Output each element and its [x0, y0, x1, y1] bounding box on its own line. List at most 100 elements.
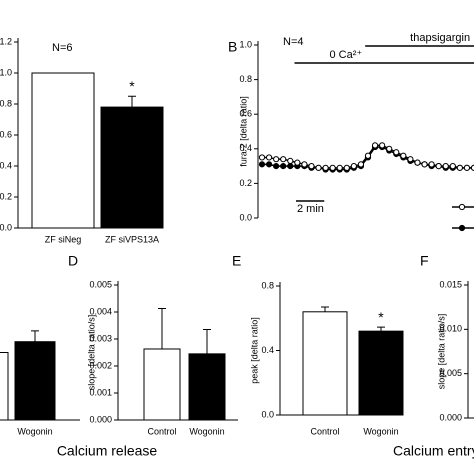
bar [358, 330, 404, 416]
x-tick-label: Wogonin [17, 426, 52, 436]
sample-size: N=6 [52, 42, 73, 54]
y-tick-label: 0.001 [89, 387, 112, 397]
y-tick-label: 0.8 [239, 74, 252, 84]
trace-point [287, 163, 294, 170]
trace-point [258, 161, 266, 168]
y-tick-label: 0.4 [261, 345, 274, 355]
x-tick-label: Control [310, 426, 339, 436]
trace-point [386, 145, 393, 152]
x-tick-label: Control [147, 426, 176, 436]
trace-point [463, 164, 471, 171]
legend-marker [458, 203, 466, 211]
group-label: Calcium entry [393, 443, 474, 459]
trace-point [273, 156, 280, 163]
trace-point [315, 164, 322, 171]
y-tick-label: 1.2 [0, 36, 12, 46]
trace-point [329, 164, 336, 171]
x-tick-label: Wogonin [189, 426, 224, 436]
trace-point [273, 163, 280, 170]
significance-marker: * [129, 78, 135, 94]
trace-point [301, 161, 308, 168]
y-tick-label: 1.0 [239, 39, 252, 49]
bar [14, 341, 56, 421]
y-tick-label: 0.2 [0, 191, 12, 201]
bar [143, 348, 181, 421]
trace-point [343, 164, 350, 171]
trace-point [287, 157, 294, 165]
trace-point [414, 159, 421, 166]
trace-point [350, 163, 357, 170]
trace-point [456, 164, 463, 171]
y-tick-label: 0.002 [89, 360, 112, 370]
y-tick-label: 0.4 [0, 160, 12, 170]
trace-point [265, 161, 273, 168]
error-bar [158, 307, 166, 349]
trace-point [379, 142, 386, 149]
error-bar [321, 306, 329, 312]
trace-point [449, 163, 456, 170]
trace-point [442, 163, 449, 170]
bar [0, 352, 9, 421]
y-axis-label: slope [delta ratio/s] [436, 314, 446, 390]
trace-point [364, 152, 372, 159]
trace-point [258, 154, 266, 161]
y-tick-label: 0.000 [89, 414, 112, 424]
bar [31, 72, 95, 229]
scale-bar-label: 2 min [297, 203, 324, 215]
y-tick-label: 0.010 [439, 324, 462, 334]
trace-point [308, 163, 315, 170]
bar [188, 353, 226, 421]
y-tick-label: 0.6 [239, 109, 252, 119]
y-tick-label: 0.4 [239, 143, 252, 153]
bar [302, 311, 348, 416]
trace-point [435, 163, 442, 170]
bar [100, 106, 164, 229]
legend-marker [458, 224, 466, 232]
significance-marker: * [378, 309, 384, 325]
y-tick-label: 0.005 [89, 279, 112, 289]
trace-point [265, 154, 273, 161]
y-tick-label: 0.0 [0, 222, 12, 232]
y-axis-label: fura-2 [delta ratio] [238, 96, 248, 167]
y-tick-label: 0.0 [261, 409, 274, 419]
error-bar [31, 330, 39, 342]
y-tick-label: 0.015 [439, 279, 462, 289]
y-tick-label: 0.003 [89, 333, 112, 343]
y-tick-label: 1.0 [0, 67, 12, 77]
y-tick-label: 0.005 [439, 368, 462, 378]
group-label: Calcium release [57, 443, 158, 459]
panel-letter: E [232, 253, 241, 269]
y-tick-label: 0.6 [0, 129, 12, 139]
event-label: thapsigargin [410, 32, 470, 44]
trace-point [357, 161, 365, 168]
sample-size: N=4 [283, 36, 304, 48]
trace-point [421, 161, 428, 168]
error-bar [128, 95, 136, 108]
trace-point [280, 156, 287, 163]
y-tick-label: 0.000 [439, 412, 462, 422]
trace-point [393, 149, 400, 156]
y-tick-label: 0.8 [0, 98, 12, 108]
error-bar [203, 329, 211, 354]
x-tick-label: ZF siVPS13A [105, 234, 159, 244]
panel-letter: B [228, 39, 237, 55]
y-tick-label: 0.004 [89, 306, 112, 316]
trace-point [280, 163, 287, 170]
y-axis-label: slope [delta ratio/s] [86, 315, 96, 391]
y-tick-label: 0.8 [261, 280, 274, 290]
trace-point [407, 156, 414, 163]
trace-point [294, 159, 301, 166]
y-tick-label: 0.0 [239, 212, 252, 222]
x-tick-label: Wogonin [363, 426, 398, 436]
panel-letter: F [420, 253, 429, 269]
trace-point [336, 164, 343, 171]
y-axis-label: peak [delta ratio] [249, 317, 259, 384]
trace-point [322, 164, 329, 171]
trace-point [428, 161, 435, 168]
error-bar [377, 326, 385, 332]
event-label: 0 Ca²⁺ [330, 49, 363, 61]
trace-point [371, 142, 379, 149]
x-tick-label: ZF siNeg [45, 234, 82, 244]
panel-letter: D [68, 253, 78, 269]
y-tick-label: 0.2 [239, 178, 252, 188]
